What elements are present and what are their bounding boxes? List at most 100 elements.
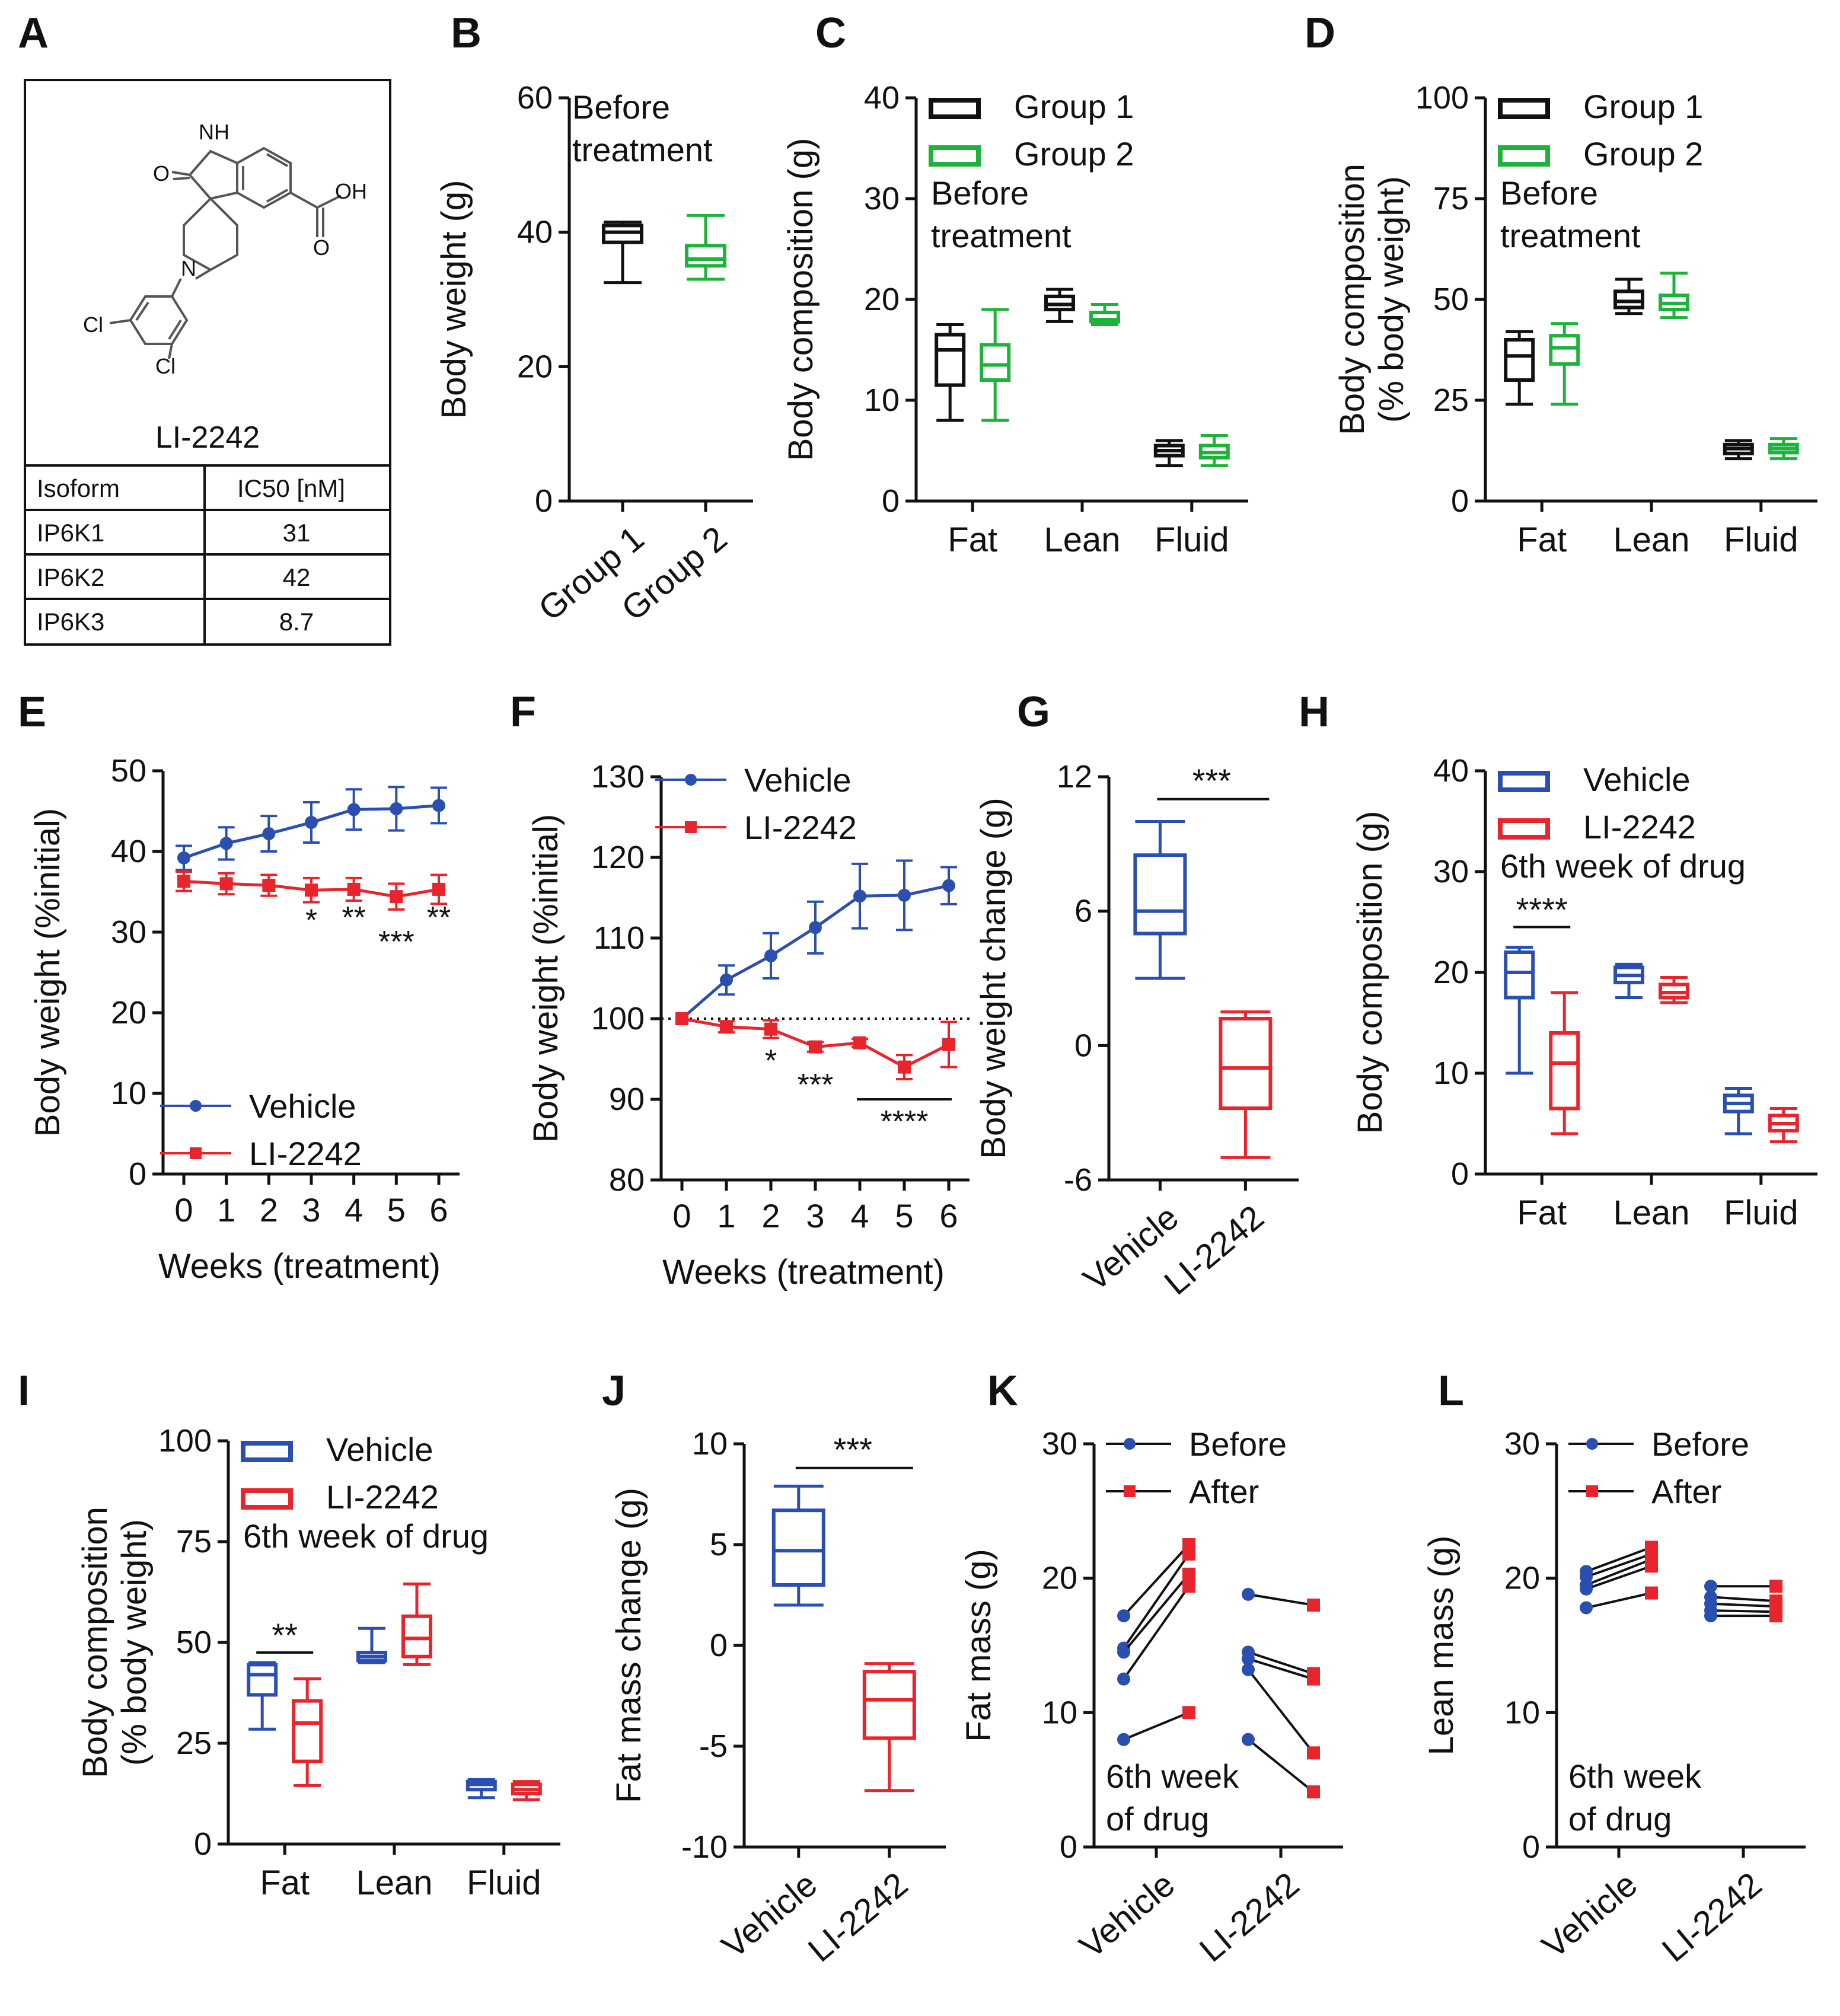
significance-stars-e: **: [427, 901, 451, 935]
significance-stars-e: *: [305, 903, 317, 937]
data-point: [898, 1060, 911, 1074]
x-tick-label-e: 3: [302, 1191, 320, 1229]
box-h-1: [1549, 991, 1580, 1135]
annotation-d: treatment: [1500, 217, 1641, 254]
y-tick-label-k: 20: [1042, 1561, 1077, 1596]
box-h-2: [1613, 962, 1644, 999]
legend-marker-e: [190, 1100, 202, 1112]
atom-label-o-carbonyl: O: [153, 161, 170, 186]
x-category-label-h: Lean: [1613, 1194, 1689, 1232]
panel-letter-j: J: [602, 1367, 626, 1415]
x-tick-label-f: 2: [761, 1197, 780, 1235]
paired-group-k-0: [1117, 1538, 1195, 1746]
pair-line: [1123, 1711, 1190, 1741]
pair-line: [1586, 1552, 1652, 1578]
data-point: [853, 889, 866, 903]
legend-marker-e: [190, 1147, 202, 1159]
x-tick-label-f: 6: [939, 1197, 958, 1235]
series-f-li-2242: [675, 1012, 957, 1080]
y-tick-label-f: 90: [609, 1082, 645, 1117]
after-point: [1307, 1599, 1320, 1612]
annotation-l: 6th week: [1568, 1757, 1702, 1795]
y-axis-label-i: Body composition: [76, 1507, 114, 1778]
legend-marker-k: [1124, 1485, 1136, 1497]
y-tick-label-i: 75: [176, 1524, 212, 1559]
box-h-3: [1659, 976, 1689, 1004]
legend-swatch-i: [241, 1441, 293, 1462]
y-tick-label-l: 0: [1522, 1829, 1540, 1865]
box-iqr: [1549, 1031, 1580, 1111]
legend-marker-l: [1586, 1438, 1598, 1450]
x-tick-label-f: 3: [806, 1197, 824, 1235]
legend-label-d: Group 2: [1583, 135, 1703, 173]
legend-swatch-d: [1498, 145, 1550, 167]
y-tick-label-k: 30: [1042, 1426, 1077, 1462]
y-tick-label-k: 0: [1060, 1829, 1077, 1865]
y-tick-label-j: -5: [699, 1728, 728, 1764]
table-cell-r2-c0: IP6K3: [37, 608, 104, 636]
legend-label-c: Group 2: [1014, 135, 1134, 173]
box-c-0: [935, 323, 966, 422]
before-point: [1117, 1672, 1130, 1686]
y-tick-label-c: 10: [864, 382, 900, 418]
box-iqr: [1219, 1017, 1273, 1111]
data-point: [853, 1036, 866, 1050]
y-tick-label-f: 120: [591, 840, 645, 875]
x-tick-label-e: 5: [387, 1191, 406, 1229]
data-point: [177, 851, 190, 865]
legend-label-i: LI-2242: [326, 1478, 439, 1516]
y-axis-label-i: (% body weight): [115, 1519, 154, 1766]
significance-stars-g: ***: [1192, 762, 1231, 799]
after-point: [1769, 1609, 1782, 1623]
data-point: [390, 802, 403, 815]
significance-stars-e: **: [342, 901, 365, 935]
box-i-1: [292, 1677, 323, 1787]
data-point: [764, 1022, 777, 1036]
table-header-isoform: Isoform: [37, 474, 120, 502]
x-tick-label-f: 1: [717, 1197, 735, 1235]
panel-letter-a: A: [18, 9, 49, 57]
data-point: [432, 882, 445, 896]
legend-label-e: LI-2242: [249, 1135, 362, 1172]
after-point: [1307, 1672, 1320, 1686]
pair-line: [1123, 1543, 1190, 1617]
significance-stars-f: ***: [798, 1068, 834, 1102]
series-f-vehicle: [675, 859, 957, 1025]
box-d-4: [1723, 439, 1754, 461]
data-point: [720, 973, 733, 987]
significance-stars-i: **: [272, 1616, 298, 1654]
box-d-0: [1504, 330, 1535, 406]
before-point: [1580, 1601, 1593, 1615]
box-g-0: [1133, 820, 1187, 980]
y-tick-label-g: -6: [1064, 1162, 1092, 1198]
pair-line: [1586, 1565, 1652, 1590]
y-tick-label-b: 0: [535, 483, 553, 519]
y-axis-label-j: Fat mass change (g): [610, 1488, 648, 1803]
y-axis-label-d: Body composition: [1333, 164, 1372, 435]
after-point: [1182, 1567, 1195, 1581]
y-tick-label-e: 50: [111, 753, 146, 789]
before-point: [1117, 1609, 1130, 1623]
table-cell-r0-c1: 31: [283, 519, 311, 547]
x-tick-label-e: 4: [345, 1191, 363, 1229]
legend-label-c: Group 1: [1014, 88, 1134, 125]
data-point: [262, 827, 276, 841]
annotation-l: of drug: [1568, 1800, 1672, 1838]
box-iqr: [401, 1614, 432, 1658]
panel-letter-b: B: [451, 9, 481, 57]
data-point: [305, 883, 318, 897]
legend-swatch-c: [929, 98, 981, 119]
box-d-1: [1549, 322, 1580, 406]
x-tick-label-f: 4: [850, 1197, 869, 1235]
y-axis-label-k: Fat mass (g): [959, 1549, 998, 1742]
pair-line: [1123, 1586, 1190, 1680]
box-iqr: [247, 1663, 278, 1697]
y-tick-label-l: 30: [1504, 1426, 1540, 1462]
box-iqr: [1504, 950, 1535, 1000]
box-c-1: [980, 308, 1011, 422]
series-e-li-2242: [176, 870, 447, 911]
box-g-1: [1219, 1010, 1273, 1159]
atom-label-o-acid: O: [313, 235, 330, 260]
box-iqr: [771, 1508, 825, 1587]
